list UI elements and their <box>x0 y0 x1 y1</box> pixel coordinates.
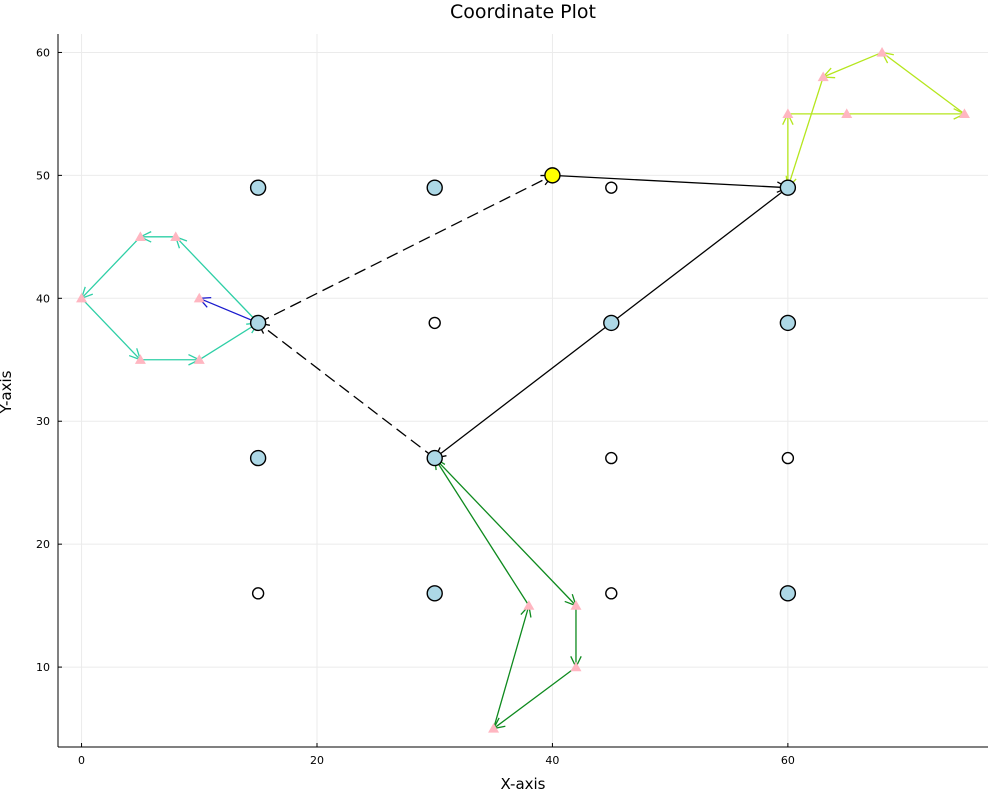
waypoint-marker <box>193 292 205 303</box>
highlight-node-marker <box>544 167 561 184</box>
large-node-marker <box>779 585 797 602</box>
waypoint-marker <box>782 108 794 119</box>
y-tick-label: 20 <box>36 538 50 551</box>
waypoint-marker <box>570 661 582 672</box>
large-node-marker <box>249 179 267 196</box>
waypoint-marker <box>134 231 146 241</box>
arrow-segment <box>198 322 259 361</box>
large-node-marker <box>249 449 267 467</box>
small-node-marker <box>781 451 795 465</box>
arrow-segment <box>881 51 965 115</box>
arrow-segment <box>492 605 530 729</box>
large-node-marker <box>779 179 797 196</box>
grid-layer <box>58 34 988 747</box>
waypoint-marker <box>876 46 888 57</box>
x-tick-label: 20 <box>310 754 324 767</box>
arrow-segment <box>81 297 141 361</box>
waypoint-marker <box>570 600 582 610</box>
small-node-marker <box>605 181 618 194</box>
large-node-marker <box>426 449 443 467</box>
x-tick-label: 0 <box>78 754 85 767</box>
y-tick-label: 40 <box>36 292 50 305</box>
arrow-segment <box>434 457 577 607</box>
arrow-segment <box>822 51 883 78</box>
small-node-marker <box>428 316 441 330</box>
y-tick-label: 30 <box>36 415 50 428</box>
arrow-segment <box>257 322 436 459</box>
small-node-marker <box>605 587 618 600</box>
large-node-marker <box>426 179 443 196</box>
small-node-marker <box>251 587 265 600</box>
large-node-marker <box>426 585 443 602</box>
small-node-marker <box>605 451 618 465</box>
waypoint-marker <box>170 231 182 241</box>
arrow-segment <box>81 236 141 299</box>
waypoint-marker <box>523 600 535 610</box>
x-tick-label: 40 <box>545 754 559 767</box>
large-node-marker <box>603 314 620 332</box>
waypoint-marker <box>76 292 88 303</box>
waypoint-marker <box>841 108 853 119</box>
y-axis-label: Y-axis <box>0 370 15 414</box>
axis-layer <box>57 34 988 748</box>
marker-layer <box>76 46 970 733</box>
chart-title: Coordinate Plot <box>450 1 596 23</box>
y-tick-label: 50 <box>36 169 50 182</box>
y-tick-label: 60 <box>36 46 50 59</box>
y-tick-label: 10 <box>36 661 50 674</box>
waypoint-marker <box>193 354 205 364</box>
waypoint-marker <box>134 354 146 364</box>
arrow-segment <box>175 236 259 324</box>
waypoint-marker <box>488 723 500 733</box>
arrow-segment <box>199 297 259 324</box>
tick-layer: 0 20 40 60 10 20 30 40 50 60 <box>36 46 795 767</box>
waypoint-marker <box>958 108 970 119</box>
arrow-segment <box>493 666 577 730</box>
arrow-segment <box>434 457 530 606</box>
large-node-marker <box>249 314 267 332</box>
arrow-segment <box>257 174 553 324</box>
waypoint-marker <box>817 71 829 82</box>
arrow-segment <box>552 174 788 189</box>
x-tick-label: 60 <box>781 754 795 767</box>
x-axis-label: X-axis <box>501 775 546 793</box>
arrow-segment <box>787 76 824 188</box>
arrow-layer <box>80 51 966 730</box>
large-node-marker <box>779 314 797 332</box>
